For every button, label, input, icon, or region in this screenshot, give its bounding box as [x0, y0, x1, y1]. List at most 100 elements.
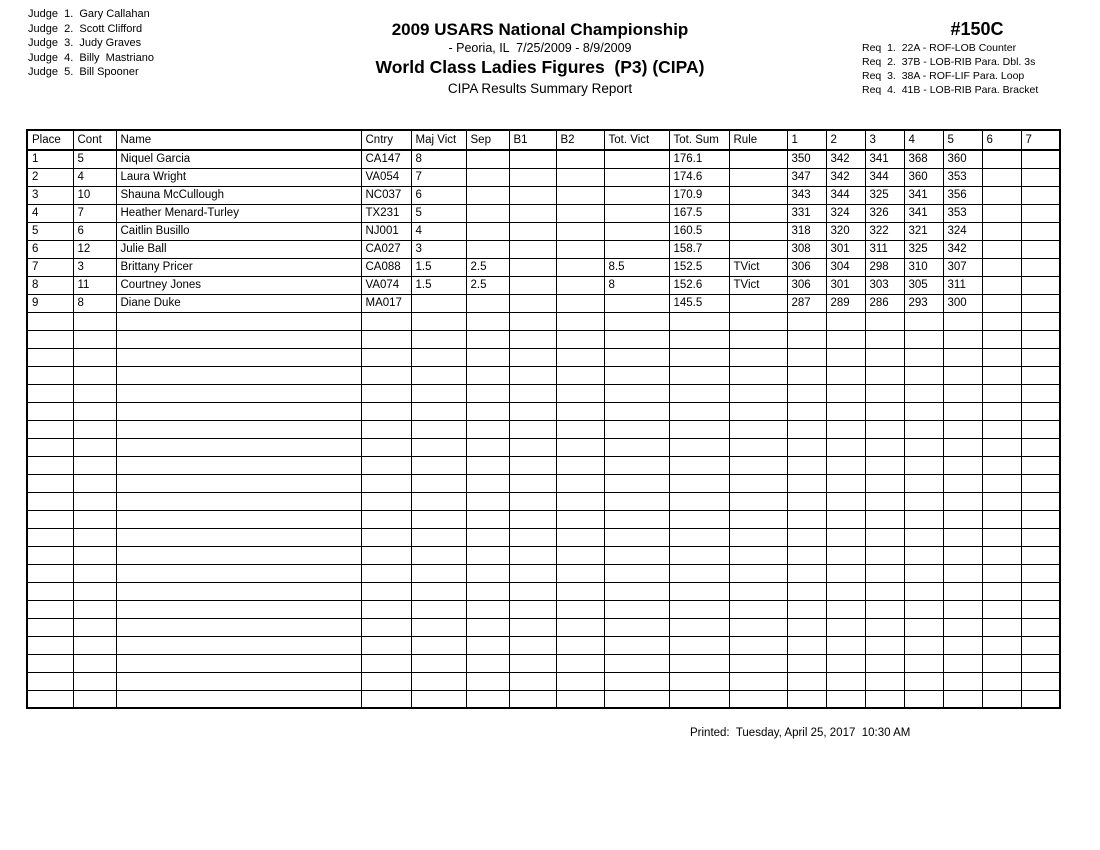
cell-empty	[603, 689, 670, 709]
cell-empty	[72, 437, 117, 457]
cell-empty	[465, 563, 510, 583]
cell-judge-2: 342	[825, 167, 866, 187]
cell-empty	[26, 635, 74, 655]
cell-empty	[668, 455, 730, 475]
cell-empty	[508, 365, 557, 385]
cell-empty	[26, 509, 74, 529]
cell-rule	[728, 185, 788, 205]
cell-empty	[360, 563, 412, 583]
cell-judge-6	[981, 239, 1022, 259]
cell-empty	[410, 419, 467, 439]
cell-empty	[728, 473, 788, 493]
cell-empty	[555, 437, 605, 457]
cell-empty	[1020, 401, 1061, 421]
cell-empty	[465, 383, 510, 403]
table-row-empty	[26, 347, 1061, 367]
cell-empty	[360, 419, 412, 439]
cell-empty	[1020, 509, 1061, 529]
cell-empty	[1020, 581, 1061, 601]
cell-empty	[903, 653, 944, 673]
cell-empty	[825, 563, 866, 583]
cell-empty	[410, 653, 467, 673]
cell-empty	[786, 689, 827, 709]
cell-empty	[864, 383, 905, 403]
cell-maj-vict: 3	[410, 239, 467, 259]
cell-empty	[360, 581, 412, 601]
cell-empty	[786, 491, 827, 511]
cell-empty	[603, 329, 670, 349]
cell-place: 5	[26, 221, 74, 241]
cell-empty	[942, 401, 983, 421]
cell-empty	[72, 491, 117, 511]
requirement-entry-2: Req 2. 37B - LOB-RIB Para. Dbl. 3s	[862, 56, 1036, 68]
cell-empty	[903, 401, 944, 421]
table-row-empty	[26, 563, 1061, 583]
cell-judge-5: 300	[942, 293, 983, 313]
cell-empty	[825, 383, 866, 403]
cell-empty	[825, 509, 866, 529]
cell-empty	[26, 329, 74, 349]
col-header-judge-5: 5	[942, 129, 983, 151]
cell-judge-1: 347	[786, 167, 827, 187]
col-header-name: Name	[115, 129, 362, 151]
cell-empty	[410, 491, 467, 511]
cell-empty	[555, 635, 605, 655]
cell-empty	[115, 617, 362, 637]
cell-cntry: TX231	[360, 203, 412, 223]
cell-empty	[668, 401, 730, 421]
cell-tot-sum: 174.6	[668, 167, 730, 187]
cell-empty	[603, 365, 670, 385]
cell-empty	[1020, 545, 1061, 565]
cell-empty	[942, 689, 983, 709]
cell-empty	[410, 617, 467, 637]
table-row-empty	[26, 671, 1061, 691]
cell-empty	[603, 455, 670, 475]
cell-empty	[26, 599, 74, 619]
cell-empty	[1020, 419, 1061, 439]
cell-empty	[603, 383, 670, 403]
cell-empty	[786, 329, 827, 349]
cell-empty	[728, 347, 788, 367]
cell-empty	[115, 419, 362, 439]
cell-empty	[603, 545, 670, 565]
cell-judge-1: 350	[786, 149, 827, 169]
cell-empty	[410, 689, 467, 709]
cell-rule: TVict	[728, 257, 788, 277]
cell-tot-sum: 158.7	[668, 239, 730, 259]
cell-empty	[981, 347, 1022, 367]
table-row-empty	[26, 509, 1061, 529]
cell-empty	[942, 347, 983, 367]
cell-b1	[508, 221, 557, 241]
cell-empty	[728, 671, 788, 691]
cell-judge-4: 325	[903, 239, 944, 259]
cell-judge-3: 344	[864, 167, 905, 187]
cell-b1	[508, 275, 557, 295]
cell-empty	[555, 599, 605, 619]
cell-empty	[26, 383, 74, 403]
table-row-empty	[26, 545, 1061, 565]
cell-judge-1: 318	[786, 221, 827, 241]
cell-empty	[668, 311, 730, 331]
cell-empty	[903, 365, 944, 385]
cell-empty	[115, 527, 362, 547]
cell-empty	[360, 527, 412, 547]
cell-empty	[555, 689, 605, 709]
cell-empty	[1020, 383, 1061, 403]
table-row-empty	[26, 329, 1061, 349]
cell-empty	[728, 311, 788, 331]
cell-cntry: VA054	[360, 167, 412, 187]
table-row-empty	[26, 581, 1061, 601]
cell-cont: 12	[72, 239, 117, 259]
cell-empty	[728, 509, 788, 529]
cell-empty	[786, 653, 827, 673]
cell-empty	[555, 347, 605, 367]
cell-empty	[465, 581, 510, 601]
cell-empty	[555, 527, 605, 547]
cell-maj-vict	[410, 293, 467, 313]
cell-empty	[903, 455, 944, 475]
cell-empty	[465, 455, 510, 475]
cell-empty	[508, 437, 557, 457]
cell-empty	[864, 653, 905, 673]
cell-empty	[864, 419, 905, 439]
cell-rule	[728, 221, 788, 241]
